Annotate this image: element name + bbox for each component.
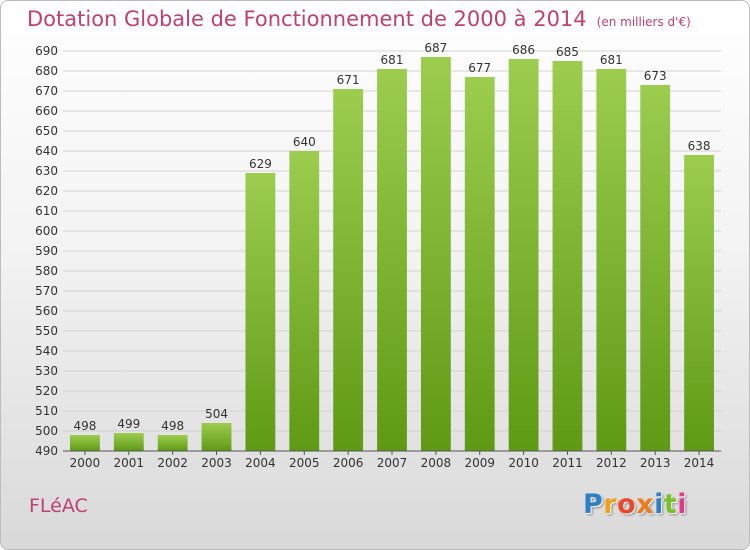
x-tick-label: 2006 xyxy=(333,456,364,470)
y-tick-label: 560 xyxy=(35,304,58,318)
y-tick-label: 640 xyxy=(35,144,58,158)
data-label: 687 xyxy=(424,41,447,55)
y-tick-label: 660 xyxy=(35,104,58,118)
x-tick-label: 2005 xyxy=(289,456,320,470)
data-label: 681 xyxy=(381,53,404,67)
bar xyxy=(596,69,627,451)
x-tick-label: 2013 xyxy=(640,456,671,470)
logo-letter: i xyxy=(677,489,688,520)
bar xyxy=(640,85,671,451)
chart-unit-note: (en milliers d'€) xyxy=(596,15,691,29)
logo-letter: x xyxy=(636,489,655,520)
bar xyxy=(684,155,714,451)
y-tick-label: 580 xyxy=(35,264,58,278)
y-tick-label: 510 xyxy=(35,404,58,418)
data-label: 677 xyxy=(468,61,491,75)
data-label: 686 xyxy=(512,43,535,57)
bar xyxy=(113,433,144,451)
bar xyxy=(464,77,495,451)
data-label: 498 xyxy=(161,419,184,433)
y-tick-label: 590 xyxy=(35,244,58,258)
y-tick-label: 530 xyxy=(35,364,58,378)
proxiti-logo: Proxiti xyxy=(583,489,687,520)
x-tick-label: 2011 xyxy=(552,456,583,470)
x-tick-label: 2004 xyxy=(245,456,276,470)
y-tick-label: 570 xyxy=(35,284,58,298)
y-tick-label: 690 xyxy=(35,44,58,58)
y-tick-label: 650 xyxy=(35,124,58,138)
x-tick-label: 2008 xyxy=(421,456,452,470)
bar xyxy=(201,423,232,451)
data-label: 685 xyxy=(556,45,579,59)
bar xyxy=(157,435,188,451)
x-tick-label: 2003 xyxy=(201,456,232,470)
data-label: 640 xyxy=(293,135,316,149)
y-tick-label: 610 xyxy=(35,204,58,218)
bar xyxy=(333,89,364,451)
logo-letter: r xyxy=(603,489,618,520)
logo-letter: o xyxy=(617,489,637,520)
y-tick-label: 500 xyxy=(35,424,58,438)
bar xyxy=(289,151,320,451)
x-tick-label: 2014 xyxy=(684,456,715,470)
y-tick-label: 600 xyxy=(35,224,58,238)
chart-title-block: Dotation Globale de Fonctionnement de 20… xyxy=(27,7,691,31)
x-tick-label: 2001 xyxy=(114,456,145,470)
x-tick-label: 2002 xyxy=(157,456,188,470)
bar xyxy=(552,61,583,451)
y-tick-label: 520 xyxy=(35,384,58,398)
data-label: 499 xyxy=(117,417,140,431)
chart-title: Dotation Globale de Fonctionnement de 20… xyxy=(27,7,587,31)
y-tick-label: 670 xyxy=(35,84,58,98)
data-label: 638 xyxy=(688,139,711,153)
data-label: 671 xyxy=(337,73,360,87)
y-tick-label: 620 xyxy=(35,184,58,198)
bar xyxy=(245,173,276,451)
data-label: 504 xyxy=(205,407,228,421)
x-tick-label: 2012 xyxy=(596,456,627,470)
x-tick-label: 2010 xyxy=(508,456,539,470)
y-tick-label: 550 xyxy=(35,324,58,338)
data-label: 498 xyxy=(73,419,96,433)
x-tick-label: 2009 xyxy=(464,456,495,470)
x-tick-label: 2000 xyxy=(70,456,101,470)
bar xyxy=(377,69,407,451)
bar xyxy=(420,57,451,451)
data-label: 629 xyxy=(249,157,272,171)
logo-letter: t xyxy=(663,489,678,520)
logo-letter: P xyxy=(583,489,604,520)
bar xyxy=(70,435,100,451)
y-tick-label: 630 xyxy=(35,164,58,178)
y-tick-label: 540 xyxy=(35,344,58,358)
bar xyxy=(508,59,539,451)
y-tick-label: 490 xyxy=(35,444,58,458)
x-tick-label: 2007 xyxy=(377,456,408,470)
logo-letter: i xyxy=(654,489,664,520)
data-label: 681 xyxy=(600,53,623,67)
y-tick-label: 680 xyxy=(35,64,58,78)
commune-name: FLéAC xyxy=(29,495,88,517)
data-label: 673 xyxy=(644,69,667,83)
